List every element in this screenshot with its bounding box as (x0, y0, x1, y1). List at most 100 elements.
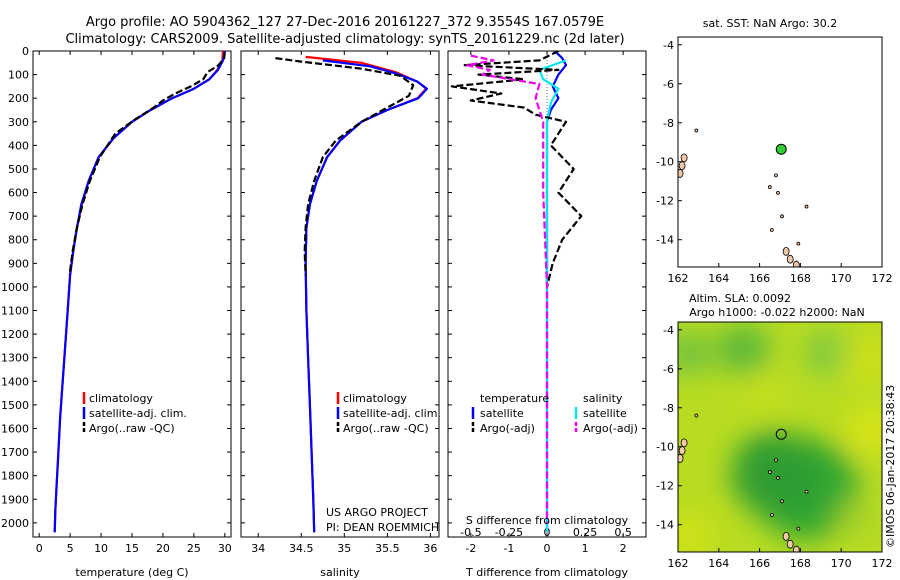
island (776, 191, 780, 195)
island (769, 513, 774, 517)
imos-timestamp: ©IMOS 06-Jan-2017 20:38:43 (884, 385, 897, 548)
project-label: US ARGO PROJECT (326, 506, 428, 519)
y-tick-label: -4 (663, 39, 674, 52)
island (769, 228, 774, 232)
salinity-xlabel: salinity (320, 566, 360, 579)
x-tick-label: 0 (36, 542, 43, 555)
x-tick-label: 172 (872, 557, 893, 570)
x-tick-label: 168 (790, 557, 811, 570)
x-tick-label: 170 (831, 272, 852, 285)
series-argo (68, 52, 226, 276)
legend-label-s-argo: Argo(-adj) (583, 422, 638, 435)
x-tick-label: 162 (668, 557, 689, 570)
island (774, 458, 778, 463)
y-tick-label: -8 (663, 402, 674, 415)
y-tick-label: 300 (8, 116, 29, 129)
island (780, 214, 784, 219)
x-tick-label: 5 (67, 542, 74, 555)
island (694, 128, 699, 133)
sla-blob (804, 331, 850, 375)
x-tick-label: 10 (94, 542, 108, 555)
sla-map-title-line1: Altim. SLA: 0.0092 (689, 292, 791, 305)
sst-map-content (678, 128, 809, 267)
sla-blob (837, 501, 878, 541)
y-tick-label: 800 (8, 234, 29, 247)
legend-label-t-argo: Argo(-adj) (480, 422, 535, 435)
series-t-argo (450, 51, 583, 288)
y-tick-label: 500 (8, 163, 29, 176)
difference-xlabel: T difference from climatology (465, 566, 628, 579)
y-tick-label: -8 (663, 117, 674, 130)
sla-map-content (678, 323, 882, 552)
y-tick-label: 0 (22, 45, 29, 58)
x-tick-label: 36 (423, 542, 437, 555)
x-tick-label: 164 (708, 272, 729, 285)
y-tick-label: 100 (8, 69, 29, 82)
y-tick-label: 1700 (1, 446, 29, 459)
y-tick-label: 2000 (1, 517, 29, 530)
temperature-axis: 0 5 10 15 20 25 300100200300400500600700800900… (1, 45, 232, 555)
island (804, 204, 809, 209)
y-tick-label: -14 (656, 519, 674, 532)
x-tick-label: 15 (125, 542, 139, 555)
salinity-legend: climatology satellite-adj. clim. Argo(..… (336, 392, 441, 435)
sst-map-title: sat. SST: NaN Argo: 30.2 (703, 17, 837, 30)
x-tick-top-label: -0.25 (495, 526, 523, 539)
figure-title-line2: Climatology: CARS2009. Satellite-adjuste… (65, 32, 624, 47)
salinity-axis: 34 34.5 35 35.5 36 (241, 50, 439, 555)
sla-map-title-line2: Argo h1000: -0.022 h2000: NaN (689, 306, 865, 319)
sla-blob (731, 431, 821, 517)
island (782, 247, 790, 256)
y-tick-label: -10 (656, 441, 674, 454)
legend-label-satellite: satellite-adj. clim. (343, 407, 441, 420)
x-tick-label: 30 (218, 542, 232, 555)
x-tick-top-label: 0 (544, 526, 551, 539)
y-tick-label: 700 (8, 210, 29, 223)
series-satellite (304, 59, 428, 533)
temperature-xlabel: temperature (deg C) (75, 566, 188, 579)
island (792, 545, 800, 552)
x-tick-label: 1 (582, 542, 589, 555)
difference-xlabel-top: S difference from climatology (466, 514, 629, 527)
temperature-legend: climatology satellite-adj. clim. Argo(..… (82, 392, 187, 435)
y-tick-label: 1600 (1, 422, 29, 435)
y-tick-label: -12 (656, 480, 674, 493)
x-tick-label: 34 (251, 542, 265, 555)
island (678, 446, 686, 456)
x-tick-label: -2 (465, 542, 476, 555)
island (767, 185, 772, 189)
island (780, 499, 784, 504)
x-tick-label: 166 (749, 557, 770, 570)
x-tick-label: 35.5 (375, 542, 400, 555)
island (782, 532, 790, 541)
island (804, 489, 809, 494)
island (767, 470, 772, 474)
x-tick-label: 0 (544, 542, 551, 555)
island (678, 169, 684, 178)
y-tick-label: -6 (663, 363, 674, 376)
series-t-satellite (545, 51, 568, 533)
x-tick-label: 20 (156, 542, 170, 555)
sla-map-frame (677, 321, 883, 553)
island (796, 526, 801, 531)
y-tick-label: 400 (8, 139, 29, 152)
legend-label-satellite: satellite-adj. clim. (89, 407, 187, 420)
island (786, 254, 794, 264)
argo-location-marker (775, 428, 787, 440)
sla-blob (843, 337, 882, 385)
x-tick-label: 2 (620, 542, 627, 555)
y-tick-label: 600 (8, 187, 29, 200)
legend-label-climatology: climatology (89, 392, 153, 405)
island (774, 173, 778, 178)
temperature-panel-frame (32, 50, 232, 538)
y-tick-label: -14 (656, 234, 674, 247)
sla-blob (743, 372, 785, 412)
x-tick-label: 170 (831, 557, 852, 570)
island (776, 476, 780, 480)
legend-header-salinity: salinity (583, 392, 623, 405)
legend-header-temperature: temperature (480, 392, 549, 405)
x-tick-label: 164 (708, 557, 729, 570)
series-argo (275, 57, 415, 276)
sst-map-frame (677, 36, 883, 268)
island (680, 153, 688, 163)
